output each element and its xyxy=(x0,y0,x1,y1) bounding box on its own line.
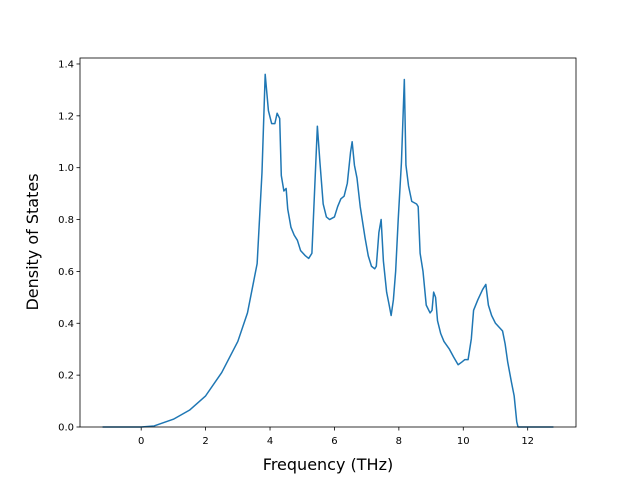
y-axis-label: Density of States xyxy=(23,173,42,310)
y-tick-label: 0.6 xyxy=(58,267,74,278)
plot-frame xyxy=(79,57,577,428)
x-tick-label: 4 xyxy=(267,436,273,447)
y-tick-label: 1.2 xyxy=(58,111,74,122)
x-tick-label: 8 xyxy=(396,436,402,447)
x-tick-label: 2 xyxy=(202,436,208,447)
y-tick-label: 1.4 xyxy=(58,59,74,70)
x-axis-label: Frequency (THz) xyxy=(263,455,393,474)
y-tick-label: 0.4 xyxy=(58,319,74,330)
y-tick-label: 0.0 xyxy=(58,423,74,434)
y-tick-label: 0.8 xyxy=(58,215,74,226)
x-tick-label: 10 xyxy=(457,436,470,447)
data-line xyxy=(102,73,554,428)
y-tick-label: 0.2 xyxy=(58,371,74,382)
y-tick-label: 1.0 xyxy=(58,163,74,174)
x-tick-label: 12 xyxy=(521,436,534,447)
x-tick-label: 0 xyxy=(138,436,144,447)
x-tick-label: 6 xyxy=(331,436,337,447)
